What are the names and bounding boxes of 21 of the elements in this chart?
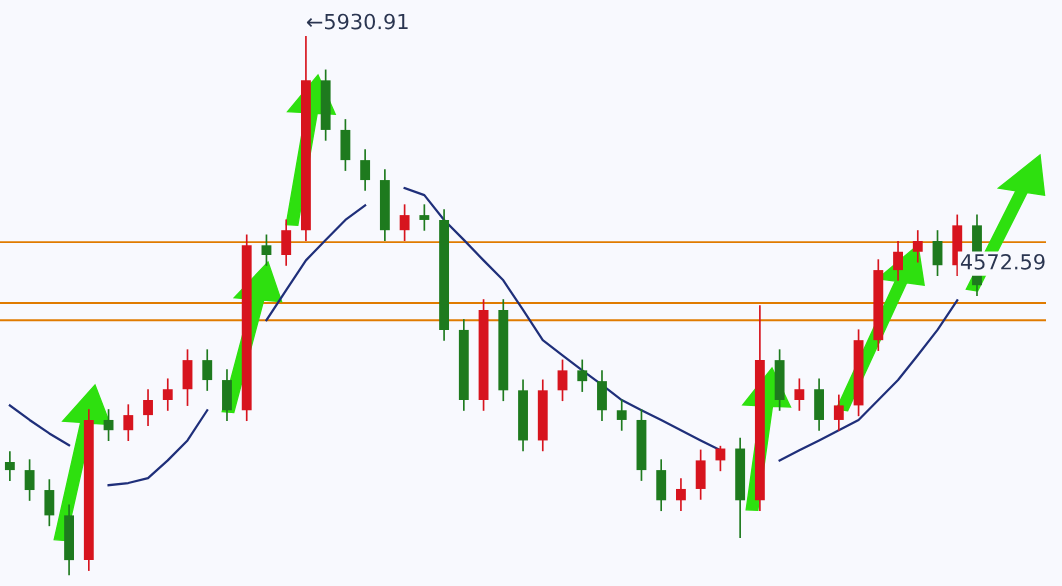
candlestick xyxy=(577,358,588,393)
candlestick xyxy=(676,477,686,512)
candlestick xyxy=(715,444,726,473)
candlestick xyxy=(24,458,35,502)
candlestick xyxy=(261,233,272,267)
candlestick xyxy=(360,148,371,192)
candlestick xyxy=(419,203,430,232)
candlestick xyxy=(123,403,134,442)
candlestick xyxy=(162,377,173,412)
text: ←5930.91 xyxy=(306,13,408,30)
candlestick xyxy=(833,393,844,432)
candlestick xyxy=(399,203,410,242)
candlestick xyxy=(4,450,15,482)
candlestick xyxy=(616,398,627,432)
candlestick xyxy=(202,348,213,392)
candlestick xyxy=(557,358,568,402)
candlestick xyxy=(794,377,805,412)
candlestick xyxy=(143,388,153,427)
candlestick xyxy=(893,240,903,282)
candlestick xyxy=(912,229,923,264)
annotation: 4572.59 xyxy=(960,253,1045,270)
